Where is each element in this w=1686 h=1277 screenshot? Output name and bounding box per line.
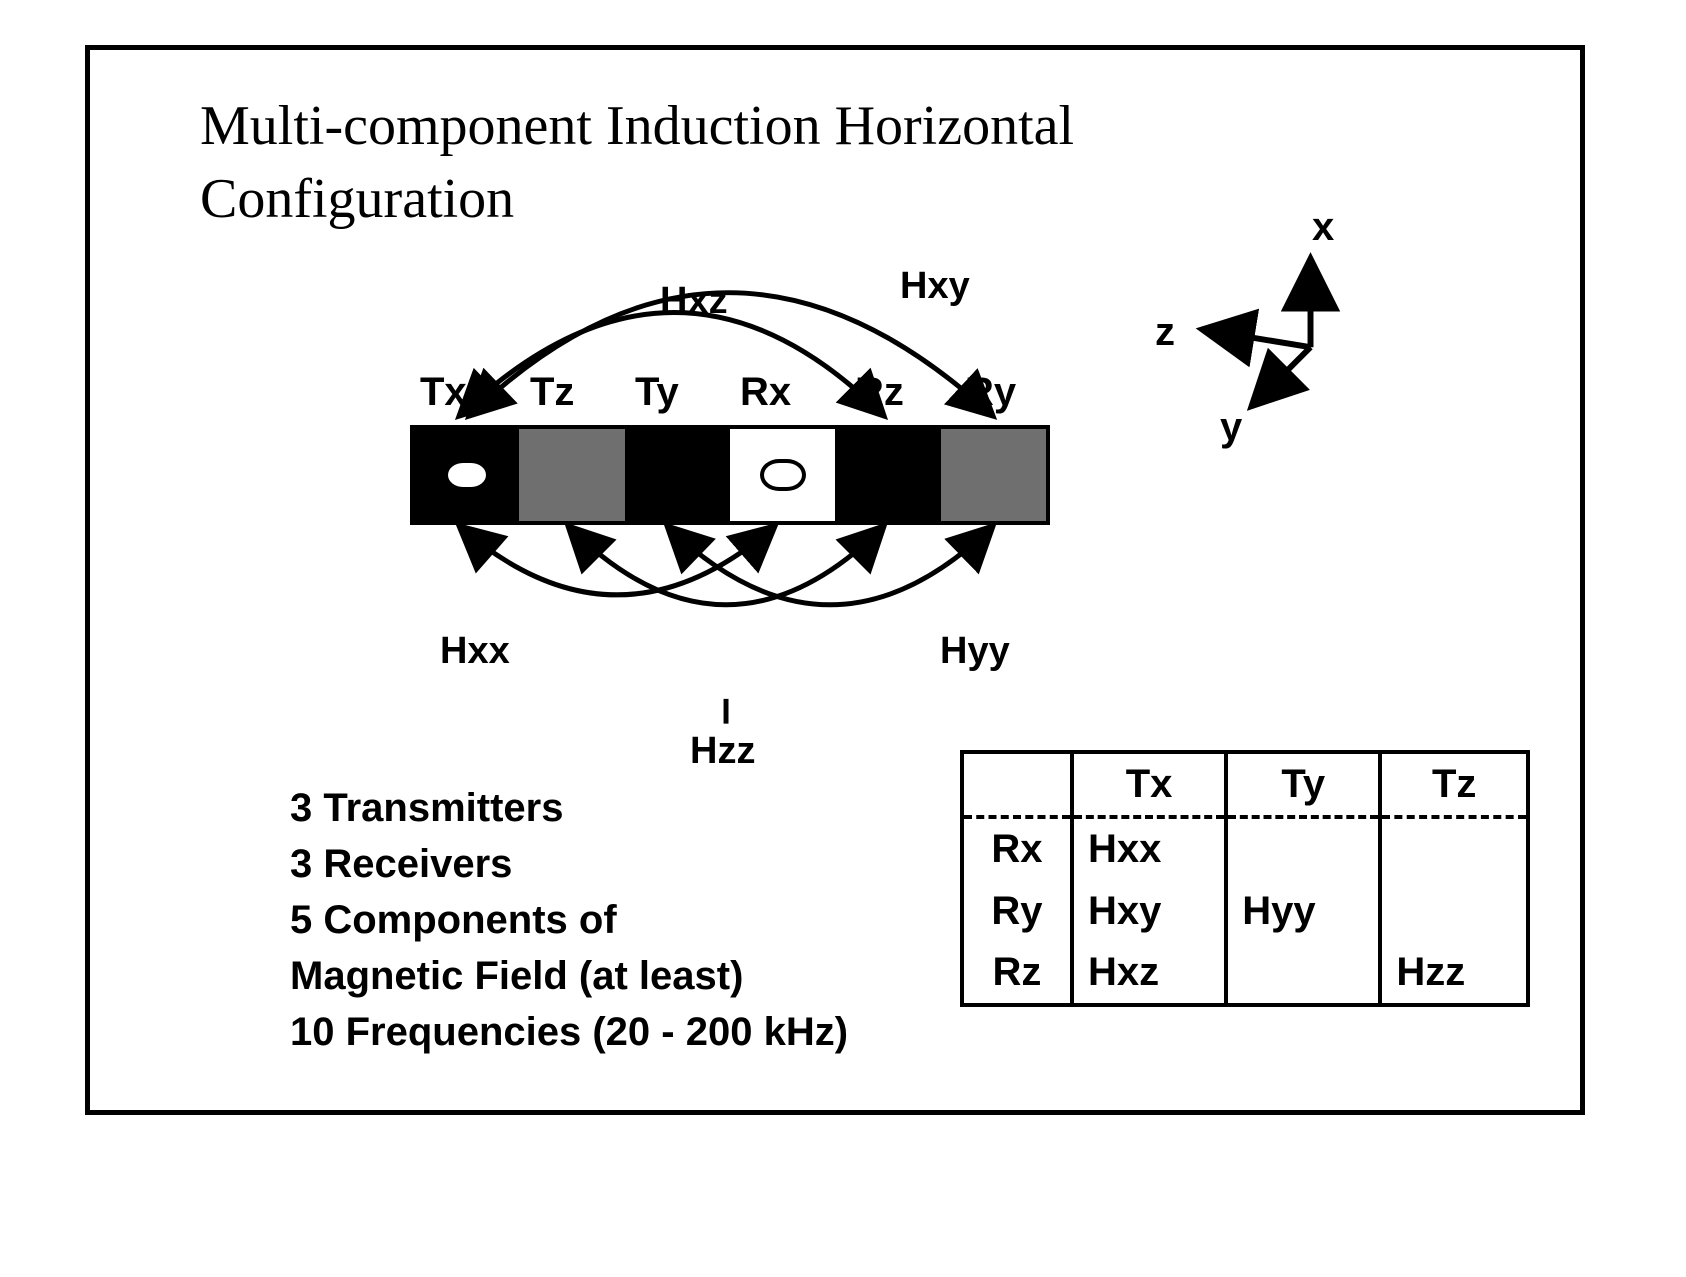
label-hxy: Hxy	[900, 265, 970, 308]
cell	[1380, 817, 1528, 880]
seg-rx	[730, 429, 835, 521]
matrix-header-row: Tx Ty Tz	[962, 752, 1528, 817]
seg-rz	[835, 429, 940, 521]
label-hzz: Hzz	[690, 730, 755, 773]
row-rz: Rz	[962, 942, 1072, 1005]
seg-ry	[941, 429, 1046, 521]
seg-tx	[414, 429, 519, 521]
label-hyy: Hyy	[940, 630, 1010, 673]
coil-icon	[760, 459, 806, 491]
cell: Hzz	[1380, 942, 1528, 1005]
diamond-icon	[653, 454, 701, 502]
component-matrix: Tx Ty Tz Rx Hxx Ry Hxy Hyy Rz Hxz Hzz	[960, 750, 1530, 1007]
figure-title: Multi-component Induction Horizontal Con…	[200, 90, 1074, 236]
cell: Hyy	[1226, 880, 1380, 942]
bullet-item: 3 Transmitters	[290, 780, 848, 836]
matrix-row: Ry Hxy Hyy	[962, 880, 1528, 942]
cell: Hxy	[1072, 880, 1226, 942]
label-ry: Ry	[965, 370, 1016, 415]
cell	[1380, 880, 1528, 942]
cell	[1226, 942, 1380, 1005]
label-tz: Tz	[530, 370, 574, 415]
col-ty: Ty	[1226, 752, 1380, 817]
label-ty: Ty	[635, 370, 679, 415]
row-rx: Rx	[962, 817, 1072, 880]
cell: Hxz	[1072, 942, 1226, 1005]
bullet-list: 3 Transmitters 3 Receivers 5 Components …	[290, 780, 848, 1060]
label-rz: Rz	[855, 370, 904, 415]
cell: Hxx	[1072, 817, 1226, 880]
matrix-row: Rx Hxx	[962, 817, 1528, 880]
title-line-1: Multi-component Induction Horizontal	[200, 95, 1074, 157]
label-hxz: Hxz	[660, 280, 728, 323]
title-line-2: Configuration	[200, 168, 514, 230]
bullet-item: 10 Frequencies (20 - 200 kHz)	[290, 1004, 848, 1060]
figure-frame: Multi-component Induction Horizontal Con…	[85, 45, 1585, 1115]
bullet-item: 5 Components of	[290, 892, 848, 948]
bullet-item: Magnetic Field (at least)	[290, 948, 848, 1004]
axis-y: y	[1220, 405, 1242, 450]
cell	[1226, 817, 1380, 880]
row-ry: Ry	[962, 880, 1072, 942]
label-hxx: Hxx	[440, 630, 510, 673]
tool-body	[410, 425, 1050, 525]
matrix-row: Rz Hxz Hzz	[962, 942, 1528, 1005]
label-tx: Tx	[420, 370, 467, 415]
axis-z: z	[1155, 310, 1175, 355]
coil-icon	[444, 459, 490, 491]
seg-tz	[519, 429, 624, 521]
axis-x: x	[1312, 205, 1334, 250]
col-tx: Tx	[1072, 752, 1226, 817]
bullet-item: 3 Receivers	[290, 836, 848, 892]
arrow-icon	[879, 467, 897, 487]
col-tz: Tz	[1380, 752, 1528, 817]
label-rx: Rx	[740, 370, 791, 415]
seg-ty	[625, 429, 730, 521]
